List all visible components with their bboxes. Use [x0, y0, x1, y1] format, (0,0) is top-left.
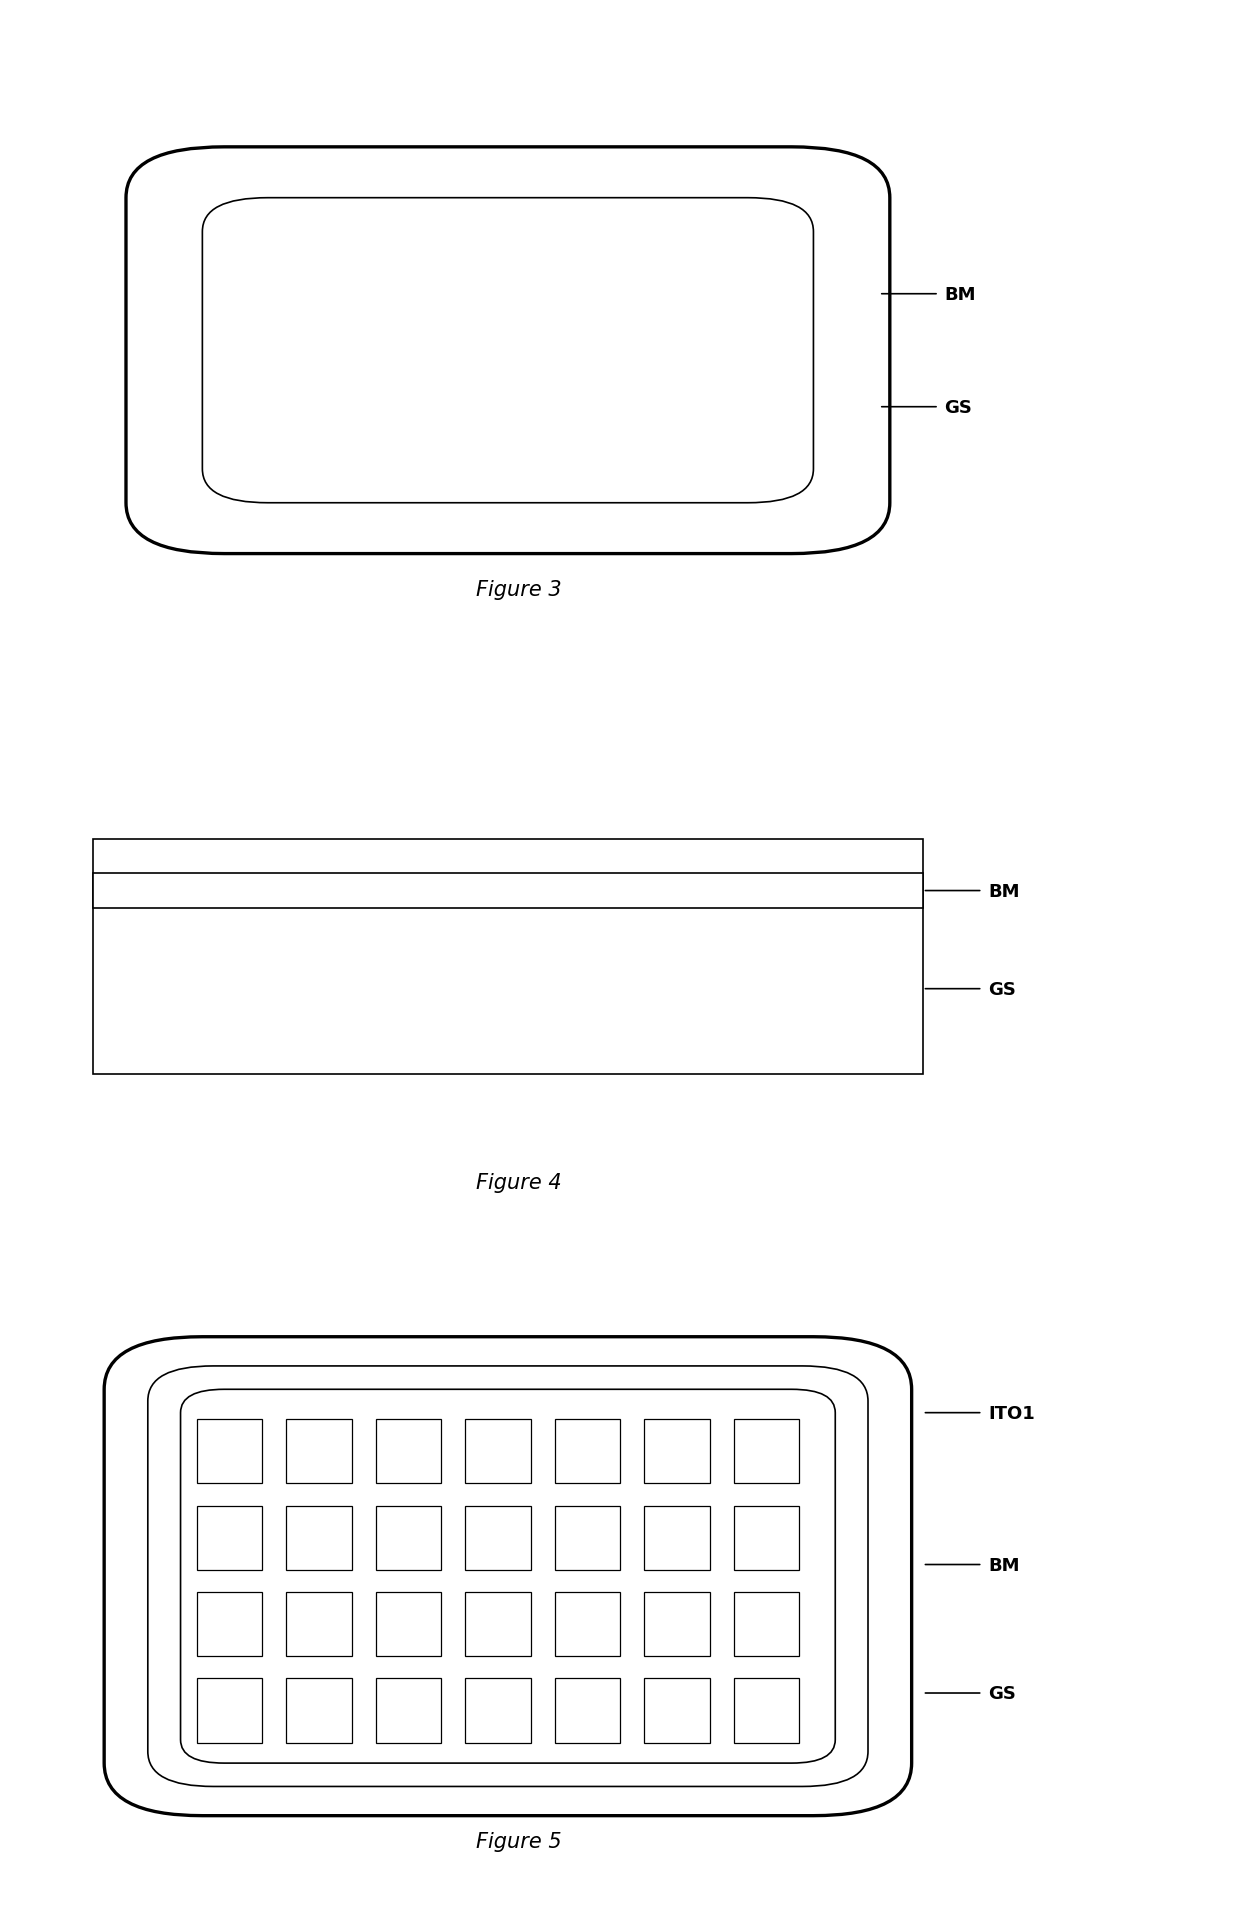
Bar [465, 1679, 531, 1744]
Bar [376, 1506, 441, 1569]
Bar [734, 1506, 800, 1569]
Bar [286, 1420, 352, 1483]
Bar [93, 875, 923, 909]
Text: BM: BM [945, 285, 976, 304]
FancyBboxPatch shape [126, 147, 890, 555]
Bar [286, 1679, 352, 1744]
FancyBboxPatch shape [202, 199, 813, 503]
Text: BM: BM [988, 882, 1019, 900]
Bar [286, 1506, 352, 1569]
Bar [645, 1506, 709, 1569]
Bar [554, 1679, 620, 1744]
Bar [465, 1506, 531, 1569]
Text: Figure 4: Figure 4 [476, 1173, 562, 1192]
Bar [645, 1420, 709, 1483]
Bar [734, 1679, 800, 1744]
Bar [554, 1592, 620, 1656]
Bar [734, 1592, 800, 1656]
Text: GS: GS [945, 398, 972, 417]
Bar [376, 1592, 441, 1656]
FancyBboxPatch shape [181, 1390, 836, 1763]
Bar [554, 1506, 620, 1569]
Bar [376, 1679, 441, 1744]
Bar [465, 1420, 531, 1483]
Bar [197, 1506, 263, 1569]
Text: Figure 3: Figure 3 [476, 580, 562, 599]
Bar [465, 1592, 531, 1656]
Bar [93, 838, 923, 1076]
Bar [197, 1679, 263, 1744]
Bar [734, 1420, 800, 1483]
Text: BM: BM [988, 1556, 1019, 1573]
FancyBboxPatch shape [104, 1338, 911, 1816]
Bar [286, 1592, 352, 1656]
FancyBboxPatch shape [148, 1367, 868, 1786]
Bar [554, 1420, 620, 1483]
Bar [376, 1420, 441, 1483]
Bar [197, 1420, 263, 1483]
Bar [197, 1592, 263, 1656]
Text: Figure 5: Figure 5 [476, 1832, 562, 1851]
Text: GS: GS [988, 980, 1016, 997]
Bar [645, 1679, 709, 1744]
Text: GS: GS [988, 1684, 1016, 1702]
Text: ITO1: ITO1 [988, 1405, 1035, 1422]
Bar [645, 1592, 709, 1656]
